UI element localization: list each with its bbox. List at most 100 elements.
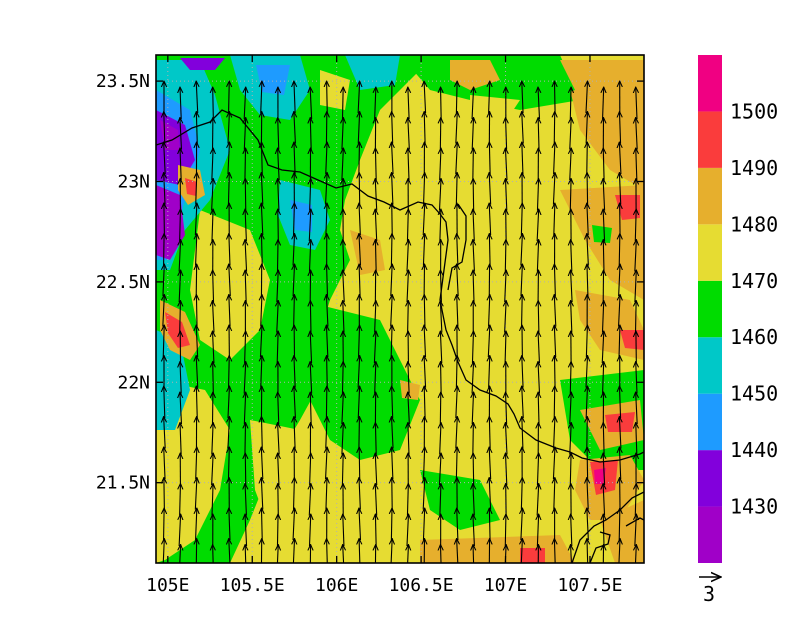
wind-vector (392, 112, 393, 144)
wind-vector (294, 81, 295, 114)
wind-vector (245, 331, 246, 364)
wind-vector (358, 112, 359, 144)
wind-vector (327, 81, 328, 114)
wind-vector (587, 508, 589, 541)
wind-vector (587, 142, 588, 175)
wind-vector (408, 423, 409, 455)
wind-vector (342, 453, 343, 486)
border-line-main (156, 109, 644, 463)
wind-vector (408, 87, 409, 120)
wind-vector (407, 270, 408, 303)
wind-vector (309, 240, 310, 272)
wind-vector (375, 87, 376, 120)
wind-vector (440, 423, 441, 455)
wind-vector (554, 417, 555, 449)
wind-vector (391, 508, 392, 541)
wind-vector (359, 508, 361, 541)
x-tick-label: 105.5E (220, 575, 285, 596)
wind-vector (260, 325, 262, 358)
wind-vector (212, 148, 213, 181)
wind-vector (277, 301, 279, 333)
wind-vector (163, 264, 164, 297)
wind-vector (375, 423, 376, 455)
wind-vector (587, 173, 588, 205)
wind-vector (570, 118, 571, 150)
colorbar-bin (698, 167, 722, 225)
wind-vector (424, 447, 425, 480)
wind-vector (163, 539, 164, 563)
wind-vector (343, 240, 344, 272)
colorbar-bin (698, 506, 722, 563)
wind-vector (391, 325, 392, 358)
wind-vector (489, 173, 490, 205)
wind-vector (277, 331, 278, 364)
wind-vector (570, 87, 571, 120)
wind-vector (522, 112, 524, 144)
wind-vector (472, 392, 473, 425)
wind-vector (522, 81, 523, 114)
wind-vector (278, 148, 280, 181)
wind-vector (603, 362, 604, 394)
wind-vector (473, 484, 474, 516)
wind-vector (440, 545, 441, 563)
wind-vector (180, 484, 181, 516)
wind-vector (473, 453, 474, 486)
colorbar-bin (698, 280, 722, 338)
wind-vector (440, 453, 442, 486)
wind-vector (424, 112, 425, 144)
wind-vector (603, 87, 604, 120)
wind-vector (294, 386, 296, 419)
wind-vector (228, 417, 229, 449)
field-region (180, 58, 225, 70)
wind-vector (489, 203, 490, 236)
wind-vector (636, 423, 637, 455)
x-tick-label: 107E (484, 575, 527, 596)
wind-vector (310, 392, 311, 425)
wind-vector (359, 234, 361, 266)
wind-vector (359, 142, 360, 175)
wind-vector (179, 240, 180, 272)
wind-vector (164, 234, 165, 266)
wind-vector (392, 386, 393, 419)
wind-vector (196, 234, 197, 266)
wind-vector (359, 325, 360, 358)
colorbar-bin (698, 393, 722, 451)
colorbar-label: 1450 (730, 382, 778, 406)
wind-vector (619, 112, 620, 144)
wind-vector (554, 478, 555, 510)
wind-vector (294, 356, 295, 388)
wind-vector (522, 417, 523, 449)
x-tick-label: 106E (315, 575, 358, 596)
wind-vector (554, 539, 555, 563)
wind-vector (326, 173, 328, 205)
wind-vector (229, 264, 231, 297)
wind-vector (310, 362, 312, 394)
wind-vector (521, 539, 522, 563)
wind-vector (245, 484, 246, 516)
wind-vector (424, 173, 425, 205)
wind-vector (505, 453, 506, 486)
wind-vector (359, 478, 360, 510)
wind-vector (342, 392, 343, 425)
wind-vector (570, 362, 571, 394)
wind-vector (440, 270, 441, 303)
wind-vector (213, 362, 214, 394)
field-region (560, 60, 644, 190)
wind-vector (570, 453, 571, 486)
wind-vectors (163, 81, 637, 563)
wind-vector (196, 81, 198, 114)
wind-vector (424, 356, 425, 388)
wind-vector (505, 514, 506, 547)
wind-vector (359, 447, 360, 480)
colorbar-bin (698, 450, 722, 507)
wind-vector (602, 301, 603, 333)
wind-vector (424, 325, 425, 358)
wind-vector (261, 203, 262, 236)
wind-vector (489, 142, 490, 175)
wind-vector (619, 417, 621, 449)
wind-vector (603, 484, 604, 516)
wind-vector (619, 142, 621, 175)
wind-vector (164, 173, 165, 205)
wind-vector (473, 209, 474, 242)
wind-vector (440, 331, 441, 364)
